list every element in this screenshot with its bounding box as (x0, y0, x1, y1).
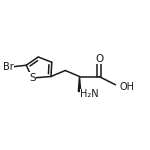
Text: H₂N: H₂N (80, 89, 99, 99)
Text: O: O (95, 54, 103, 64)
Text: S: S (29, 73, 36, 83)
Text: OH: OH (120, 82, 135, 92)
Text: Br: Br (3, 62, 14, 72)
Polygon shape (78, 76, 81, 92)
